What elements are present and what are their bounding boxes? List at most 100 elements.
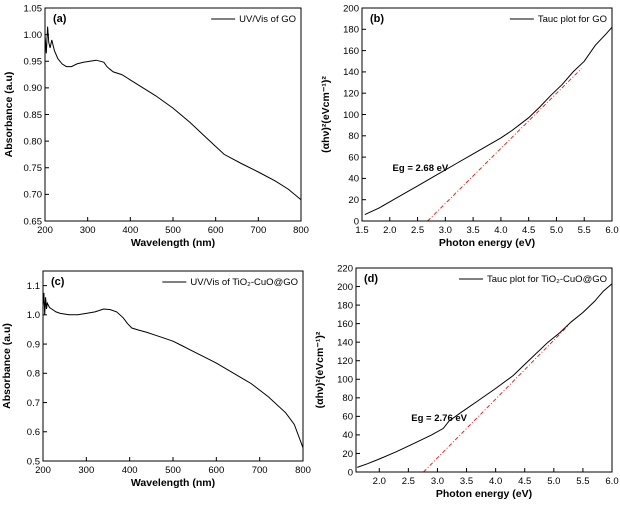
tangent-line [423, 325, 569, 473]
plot-frame [42, 270, 304, 462]
legend-label: UV/Vis of TiO₂-CuO@GO [190, 277, 298, 288]
x-tick-label: 3.0 [439, 225, 452, 236]
y-tick-label: 200 [337, 282, 353, 293]
y-tick-label: 140 [343, 67, 359, 78]
x-tick-label: 6.0 [605, 225, 618, 236]
y-tick-label: 0.90 [24, 83, 43, 94]
x-tick-label: 2.5 [402, 476, 415, 487]
y-tick-label: 0.65 [24, 216, 43, 227]
y-tick-label: 180 [337, 300, 353, 311]
tangent-line [427, 68, 582, 222]
y-tick-label: 100 [343, 110, 359, 121]
panel-label: (c) [51, 276, 65, 288]
panel-a: 200 300 400 500 600 700 800 0.65 0.70 0.75 0.80 0.8… [3, 3, 309, 249]
x-tick-label: 4.5 [518, 476, 531, 487]
y-tick-label: 140 [337, 337, 353, 348]
y-tick-label: 160 [343, 46, 359, 57]
y-tick-label: 0.6 [27, 427, 40, 438]
x-tick-label: 700 [252, 465, 268, 476]
y-tick-label: 0.95 [24, 57, 43, 68]
x-tick-label: 5.0 [550, 225, 563, 236]
legend-label: UV/Vis of GO [239, 14, 296, 25]
x-tick-label: 6.0 [605, 476, 618, 487]
series-line [44, 26, 302, 201]
x-tick-label: 400 [122, 225, 138, 236]
plot-frame [44, 7, 302, 222]
y-tick-label: 120 [337, 356, 353, 367]
y-tick-label: 0.8 [27, 369, 40, 380]
x-tick-label: 2.0 [373, 476, 386, 487]
y-tick-label: 220 [337, 263, 353, 274]
y-tick-label: 180 [343, 25, 359, 36]
x-tick-label: 400 [122, 465, 138, 476]
y-tick-label: 1.05 [24, 3, 43, 14]
x-tick-label: 500 [165, 225, 181, 236]
plot-frame [355, 267, 613, 473]
x-tick-label: 800 [295, 465, 311, 476]
y-tick-label: 20 [342, 449, 353, 460]
eg-annotation: Eg = 2.76 eV [411, 413, 467, 424]
legend-label: Tauc plot for TiO₂-CuO@GO [487, 274, 607, 285]
x-tick-label: 5.5 [578, 225, 591, 236]
x-tick-label: 4.5 [522, 225, 535, 236]
y-tick-label: 1.1 [27, 281, 40, 292]
x-axis-label: Wavelength (nm) [131, 477, 215, 489]
series-line [42, 292, 304, 448]
x-axis-label: Wavelength (nm) [131, 237, 215, 249]
x-tick-label: 4.0 [489, 476, 502, 487]
x-tick-label: 600 [208, 465, 224, 476]
y-tick-label: 0.7 [27, 398, 40, 409]
panel-b: 1.5 2.0 2.5 3.0 3.5 4.0 4.5 5.0 5.5 6.0 0 20 40 60 80 1… [320, 3, 619, 249]
panel-c: 200 300 400 500 600 700 800 0.5 0.6 0.7 0.8 0.9 1.0 1… [1, 270, 311, 489]
y-axis-label: (αhν)²(eVcm⁻¹)² [314, 331, 326, 408]
eg-annotation: Eg = 2.68 eV [393, 163, 449, 174]
y-tick-label: 100 [337, 375, 353, 386]
y-tick-label: 0.70 [24, 190, 43, 201]
y-axis-label: Absorbance (a.u) [3, 72, 15, 158]
y-tick-label: 0.85 [24, 110, 43, 121]
y-tick-label: 60 [348, 152, 359, 163]
x-tick-label: 600 [208, 225, 224, 236]
x-tick-label: 500 [165, 465, 181, 476]
y-tick-label: 0.9 [27, 339, 40, 350]
y-tick-label: 0.75 [24, 163, 43, 174]
x-tick-label: 200 [35, 465, 51, 476]
x-tick-label: 3.0 [431, 476, 444, 487]
y-axis-label: Absorbance (a.u) [1, 323, 13, 409]
y-tick-label: 40 [348, 174, 359, 185]
panel-label: (d) [364, 273, 378, 285]
x-tick-label: 1.5 [355, 225, 368, 236]
x-tick-label: 3.5 [460, 476, 473, 487]
series-line [364, 26, 613, 216]
y-tick-label: 80 [348, 131, 359, 142]
x-tick-label: 3.5 [467, 225, 480, 236]
panel-label: (b) [370, 13, 384, 25]
panel-d: 2.0 2.5 3.0 3.5 4.0 4.5 5.0 5.5 6.0 0 20 40 60 80 100 1… [314, 263, 619, 500]
panel-label: (a) [53, 13, 67, 25]
x-tick-label: 2.5 [411, 225, 424, 236]
x-tick-label: 800 [293, 225, 309, 236]
y-tick-label: 20 [348, 195, 359, 206]
x-tick-label: 300 [80, 225, 96, 236]
y-axis-label: (αhν)²(eVcm⁻¹)² [320, 76, 332, 153]
x-tick-label: 5.0 [547, 476, 560, 487]
y-tick-label: 80 [342, 393, 353, 404]
plot-frame [361, 7, 613, 222]
y-tick-label: 60 [342, 412, 353, 423]
y-tick-label: 200 [343, 3, 359, 14]
series-line [357, 283, 613, 468]
x-axis-label: Photon energy (eV) [439, 237, 535, 249]
x-tick-label: 4.0 [494, 225, 507, 236]
x-tick-label: 5.5 [576, 476, 589, 487]
y-tick-label: 120 [343, 89, 359, 100]
x-axis-label: Photon energy (eV) [436, 488, 532, 500]
legend-label: Tauc plot for GO [538, 14, 607, 25]
x-tick-label: 2.0 [383, 225, 396, 236]
x-tick-label: 300 [78, 465, 94, 476]
y-tick-label: 0 [354, 216, 359, 227]
y-tick-label: 1.00 [24, 30, 43, 41]
y-tick-label: 0.80 [24, 136, 43, 147]
y-tick-label: 0.5 [27, 456, 40, 467]
